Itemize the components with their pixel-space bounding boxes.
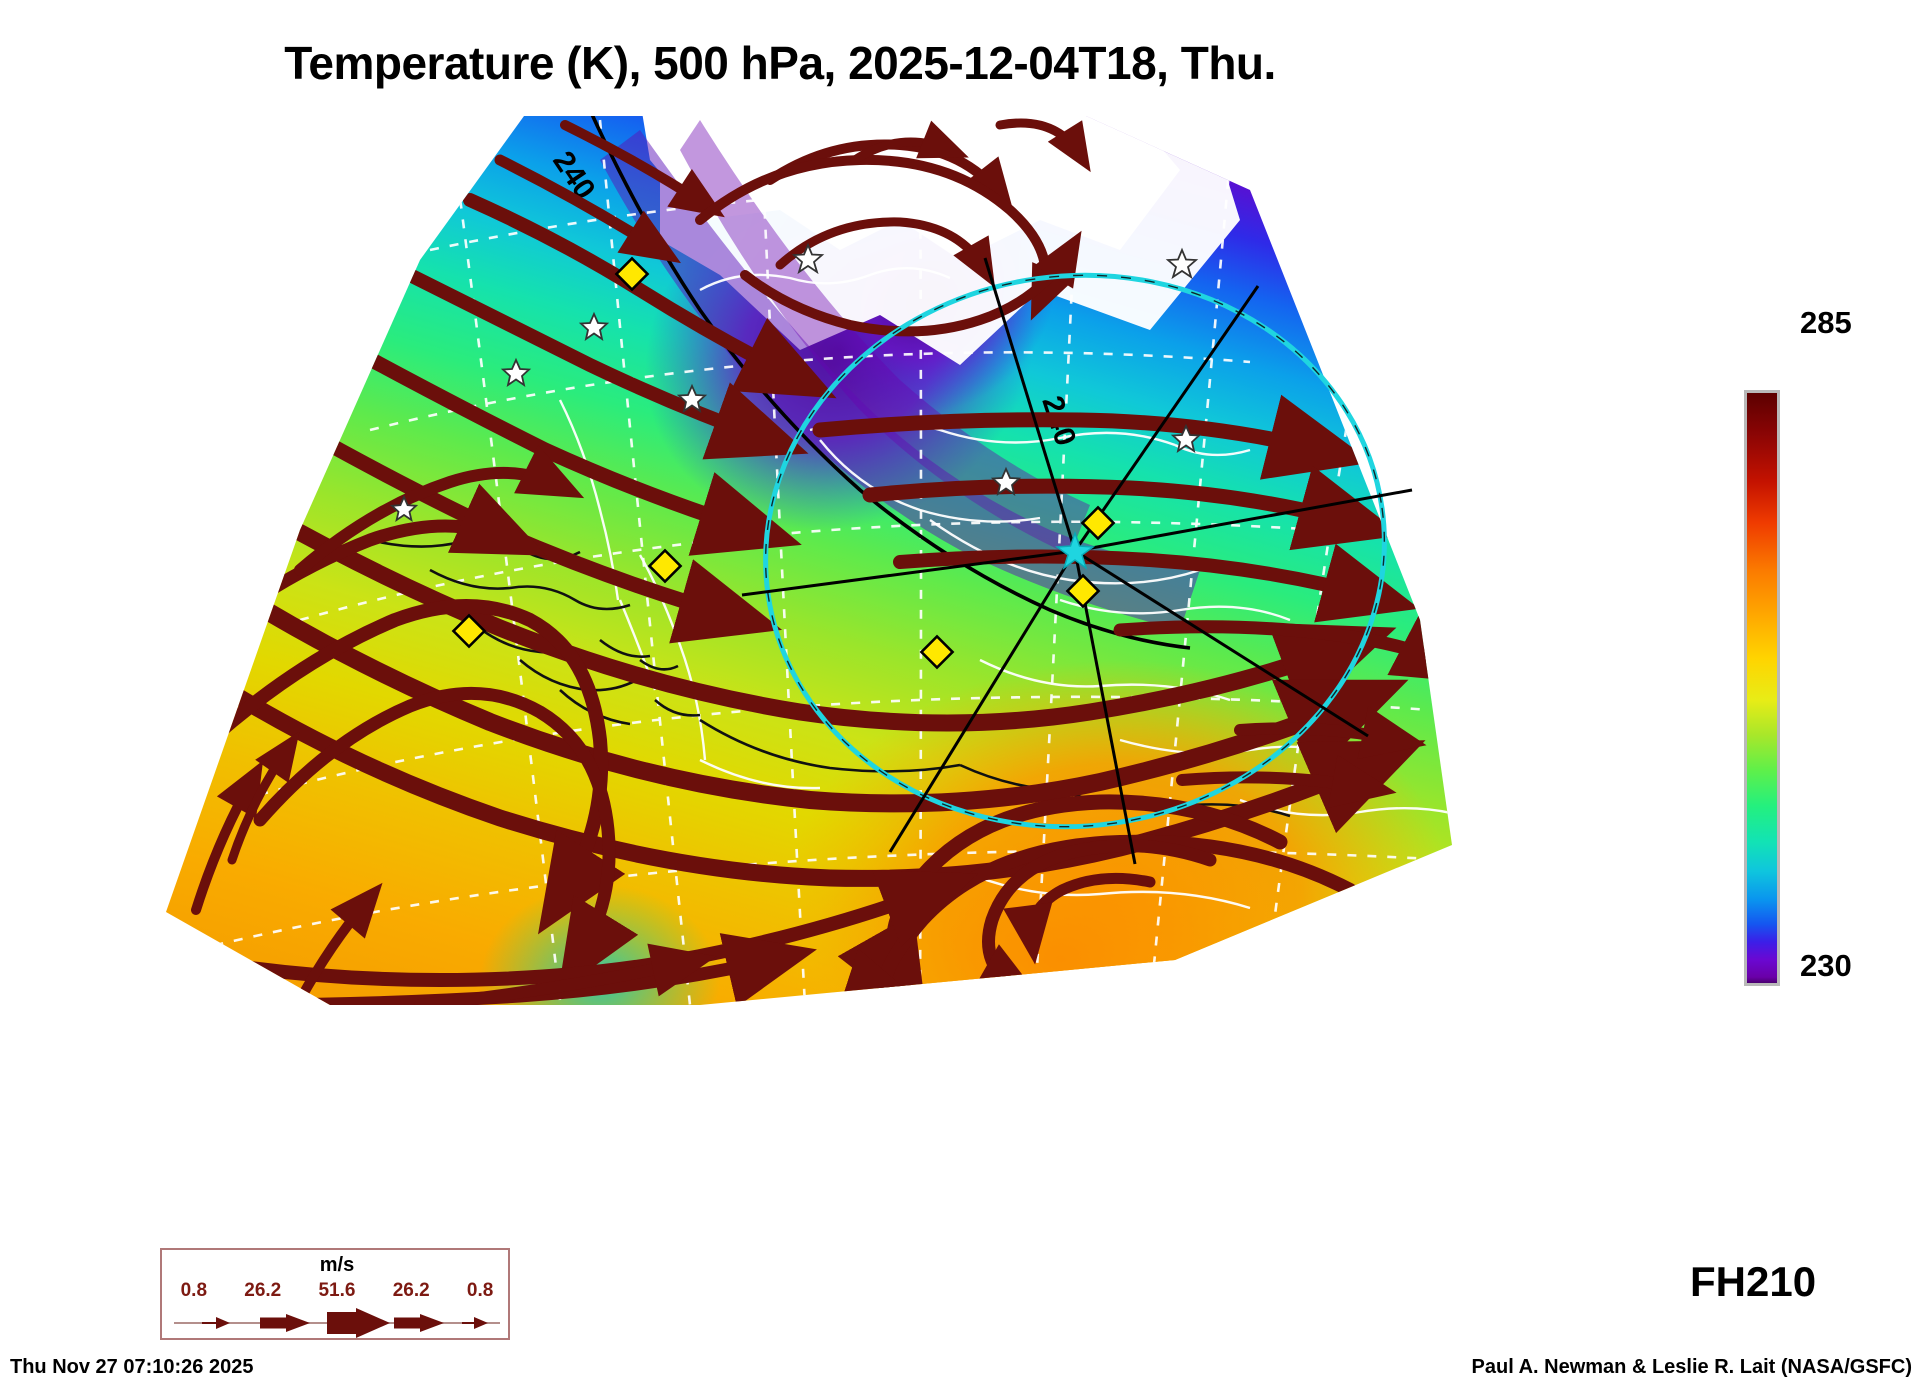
station-markers[interactable] [389, 242, 1202, 670]
colorbar-min-label: 230 [1800, 948, 1852, 983]
wind-legend-values: 0.8 26.2 51.6 26.2 0.8 [162, 1280, 512, 1302]
wind-speed-legend: m/s 0.8 26.2 51.6 26.2 0.8 [160, 1248, 510, 1340]
coastlines-white [558, 267, 1452, 910]
wind-legend-value: 0.8 [180, 1280, 208, 1301]
range-ring [763, 272, 1387, 830]
map-panel: 240 240 [0, 100, 1620, 1005]
weather-map-svg[interactable]: 240 240 [0, 100, 1620, 1005]
wind-legend-value: 26.2 [392, 1280, 430, 1301]
wind-legend-value: 51.6 [318, 1280, 356, 1301]
colorbar-max-label: 285 [1800, 305, 1852, 340]
colorbar [1744, 390, 1780, 986]
wind-legend-value: 0.8 [466, 1280, 494, 1301]
white-star-marker[interactable] [389, 242, 1202, 523]
wind-legend-arrow-scale [174, 1308, 500, 1338]
generation-timestamp: Thu Nov 27 07:10:26 2025 [10, 1356, 254, 1378]
wind-legend-units: m/s [319, 1254, 355, 1276]
flight-track-lines [741, 257, 1413, 865]
author-credit: Paul A. Newman & Leslie R. Lait (NASA/GS… [1471, 1356, 1912, 1378]
forecast-hour-label: FH210 [1690, 1258, 1817, 1305]
yellow-diamond-marker[interactable] [451, 256, 1116, 670]
page-title: Temperature (K), 500 hPa, 2025-12-04T18,… [284, 37, 1276, 89]
cyan-star-center-marker[interactable] [1054, 530, 1096, 570]
wind-legend-value: 26.2 [244, 1280, 282, 1301]
